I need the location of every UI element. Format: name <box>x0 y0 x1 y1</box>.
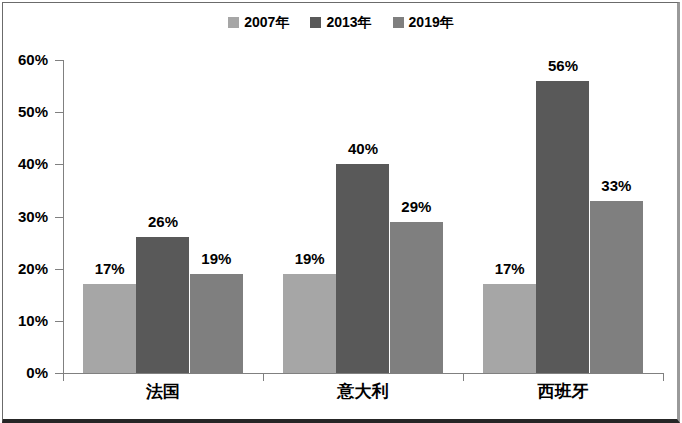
legend: 2007年 2013年 2019年 <box>0 15 682 29</box>
chart-canvas: 2007年 2013年 2019年 0% 10% 20% 30% 40% 50% 60% 17% 2… <box>0 0 682 423</box>
bar-value-label: 29% <box>384 198 448 216</box>
legend-label: 2019年 <box>409 15 454 29</box>
bar-2007年-意大利 <box>283 274 336 373</box>
legend-item-2019年: 2019年 <box>393 15 454 29</box>
y-tick <box>55 321 63 322</box>
y-axis-line <box>63 60 64 374</box>
bar-2007年-西班牙 <box>483 284 536 373</box>
y-tick-label: 30% <box>0 208 48 226</box>
legend-swatch-icon <box>310 17 321 28</box>
y-tick <box>55 269 63 270</box>
y-tick <box>55 112 63 113</box>
x-tick <box>263 374 264 381</box>
y-tick-label: 0% <box>0 364 48 382</box>
bar-2019年-意大利 <box>390 222 443 373</box>
bar-value-label: 26% <box>131 213 195 231</box>
bar-2013年-意大利 <box>336 164 389 373</box>
bar-value-label: 19% <box>278 250 342 268</box>
y-tick-label: 50% <box>0 103 48 121</box>
legend-swatch-icon <box>228 17 239 28</box>
bar-value-label: 56% <box>531 57 595 75</box>
y-tick-label: 60% <box>0 51 48 69</box>
bar-2013年-西班牙 <box>536 81 589 373</box>
y-tick <box>55 60 63 61</box>
x-tick <box>463 374 464 381</box>
y-tick <box>55 373 63 374</box>
y-tick <box>55 217 63 218</box>
x-category-label: 西班牙 <box>463 382 663 402</box>
bar-value-label: 17% <box>478 260 542 278</box>
y-tick-label: 20% <box>0 260 48 278</box>
bar-2019年-法国 <box>190 274 243 373</box>
bar-2007年-法国 <box>83 284 136 373</box>
x-category-label: 意大利 <box>263 382 463 402</box>
legend-label: 2013年 <box>326 15 371 29</box>
legend-item-2013年: 2013年 <box>310 15 371 29</box>
x-tick <box>663 374 664 381</box>
legend-label: 2007年 <box>244 15 289 29</box>
bar-value-label: 19% <box>184 250 248 268</box>
legend-swatch-icon <box>393 17 404 28</box>
bar-value-label: 17% <box>78 260 142 278</box>
x-axis-line <box>63 373 664 374</box>
bar-2013年-法国 <box>136 237 189 373</box>
bar-value-label: 33% <box>584 177 648 195</box>
y-tick-label: 10% <box>0 312 48 330</box>
x-tick <box>63 374 64 381</box>
bar-value-label: 40% <box>331 140 395 158</box>
y-tick <box>55 164 63 165</box>
bar-2019年-西班牙 <box>590 201 643 373</box>
legend-item-2007年: 2007年 <box>228 15 289 29</box>
x-category-label: 法国 <box>63 382 263 402</box>
y-tick-label: 40% <box>0 155 48 173</box>
